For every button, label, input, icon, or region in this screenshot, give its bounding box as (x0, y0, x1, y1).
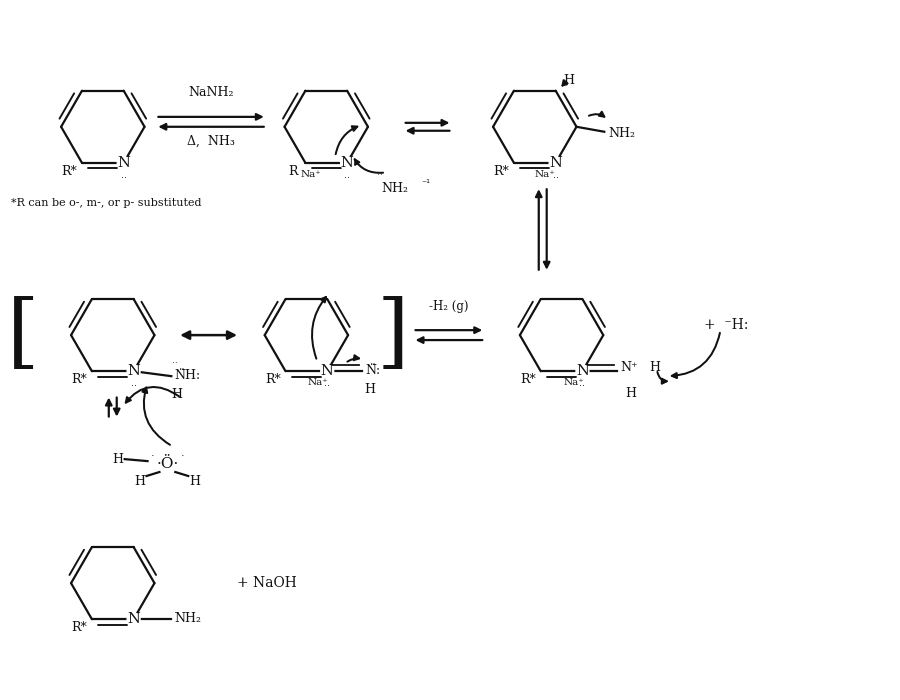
Circle shape (127, 365, 140, 378)
Text: ·: · (150, 452, 154, 461)
Text: ··: ·· (580, 381, 585, 391)
Text: NH₂: NH₂ (608, 127, 635, 140)
Circle shape (117, 156, 130, 169)
Text: N: N (320, 364, 334, 378)
Text: Na⁺: Na⁺ (308, 378, 328, 387)
Text: NH₂: NH₂ (175, 612, 202, 624)
Text: NH₂: NH₂ (381, 182, 408, 195)
Text: ··: ·· (377, 171, 382, 180)
Text: ··: ·· (121, 173, 127, 183)
Text: ··: ·· (175, 609, 180, 618)
Text: ·Ö·: ·Ö· (157, 457, 178, 471)
Text: ··: ·· (172, 359, 178, 368)
Text: R*: R* (266, 373, 281, 386)
Text: +  ⁻H:: + ⁻H: (704, 318, 748, 332)
Text: R*: R* (62, 165, 77, 178)
Text: R: R (288, 165, 298, 178)
Text: Na⁺: Na⁺ (535, 170, 555, 179)
Text: ··: ·· (324, 381, 330, 391)
Text: H: H (563, 74, 574, 88)
Text: N: N (549, 156, 562, 170)
Text: R*: R* (72, 373, 87, 386)
Text: *R can be o-, m-, or p- substituted: *R can be o-, m-, or p- substituted (12, 198, 202, 208)
Text: R*: R* (72, 622, 87, 634)
Circle shape (320, 365, 334, 378)
Text: H: H (134, 475, 145, 489)
Text: Δ,  NH₃: Δ, NH₃ (187, 134, 235, 148)
Text: H: H (190, 475, 201, 489)
Text: H: H (626, 386, 636, 400)
Text: [: [ (7, 295, 40, 375)
Text: N: N (117, 156, 130, 170)
Text: + NaOH: + NaOH (237, 576, 297, 590)
Text: NaNH₂: NaNH₂ (188, 86, 234, 99)
Text: Na⁺: Na⁺ (301, 170, 321, 179)
Text: ··: ·· (344, 173, 350, 183)
Text: H: H (364, 383, 375, 395)
Circle shape (340, 156, 354, 169)
Circle shape (576, 365, 589, 378)
Text: ]: ] (376, 295, 409, 375)
Text: N̈:: N̈: (365, 364, 380, 377)
Text: N⁺: N⁺ (620, 360, 638, 374)
Text: R*: R* (493, 165, 509, 178)
Text: ··: ·· (553, 173, 559, 183)
Text: H: H (171, 388, 182, 400)
Text: Na⁺: Na⁺ (563, 378, 584, 387)
Text: N: N (341, 156, 354, 170)
Text: N: N (127, 612, 140, 626)
Text: ⁻¹: ⁻¹ (421, 179, 430, 189)
Text: R*: R* (520, 373, 536, 386)
Text: N: N (127, 364, 140, 378)
Text: N: N (576, 364, 589, 378)
Circle shape (549, 156, 562, 169)
Circle shape (127, 612, 140, 626)
Text: H: H (112, 453, 123, 466)
Text: ·: · (181, 452, 184, 461)
Text: -H₂ (g): -H₂ (g) (428, 300, 468, 314)
Text: ··: ·· (130, 381, 137, 391)
Text: H: H (649, 360, 660, 374)
Text: N̈H:: N̈H: (175, 369, 201, 382)
